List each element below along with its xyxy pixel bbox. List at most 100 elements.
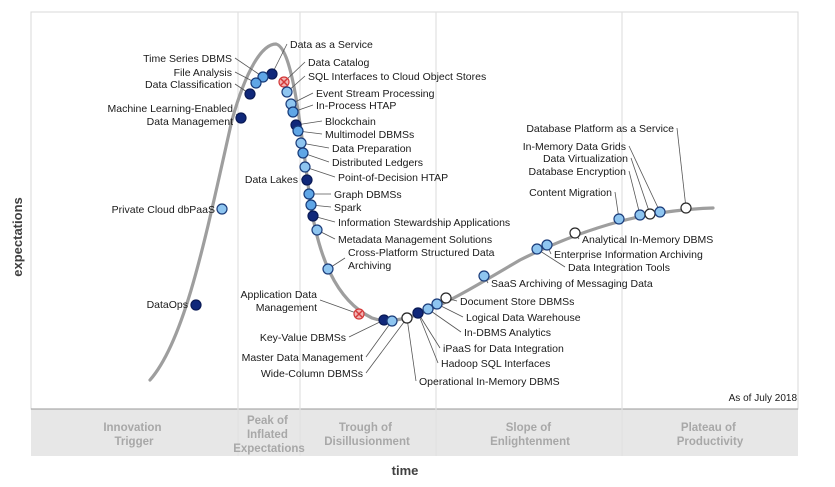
as-of-note: As of July 2018 [729,393,798,404]
leader-wide-column-dbmss [365,317,408,374]
marker-data-integration-tools[interactable] [531,243,543,255]
label-content-migration: Content Migration [529,187,612,199]
marker-information-stewardship-applications[interactable] [307,210,319,222]
marker-logical-data-warehouse[interactable] [431,298,443,310]
marker-graph-dbmss[interactable] [303,188,315,200]
marker-data-preparation[interactable] [295,137,307,149]
label-data-as-a-service: Data as a Service [290,39,373,51]
x-axis-title: time [392,463,419,478]
label-database-platform-as-a-service: Database Platform as a Service [526,123,674,135]
leader-operational-in-memory-dbms [406,317,417,382]
marker-data-lakes[interactable] [301,174,313,186]
marker-file-analysis[interactable] [250,77,262,89]
label-document-store-dbmss: Document Store DBMSs [460,296,574,308]
label-application-data-management: Application Data Management [241,289,318,314]
label-in-memory-data-grids: In-Memory Data Grids [523,141,626,153]
label-event-stream-processing: Event Stream Processing [316,88,435,100]
leader-key-value-dbmss [348,319,385,338]
marker-enterprise-information-archiving[interactable] [541,239,553,251]
label-data-virtualization: Data Virtualization [543,153,628,165]
label-key-value-dbmss: Key-Value DBMSs [260,332,346,344]
marker-database-encryption[interactable] [634,209,646,221]
marker-dataops[interactable] [190,299,202,311]
marker-hadoop-sql-interfaces[interactable] [412,307,424,319]
marker-in-memory-data-grids[interactable] [654,206,666,218]
label-logical-data-warehouse: Logical Data Warehouse [466,312,581,324]
marker-in-process-htap[interactable] [287,106,299,118]
label-file-analysis: File Analysis [174,67,232,79]
marker-database-platform-as-a-service[interactable] [680,202,692,214]
label-blockchain: Blockchain [325,116,376,128]
label-ipaas-for-data-integration: iPaaS for Data Integration [443,343,564,355]
marker-analytical-in-memory-dbms[interactable] [569,227,581,239]
label-information-stewardship-applications: Information Stewardship Applications [338,217,510,229]
leader-time-series-dbms [234,57,264,78]
marker-data-classification[interactable] [244,88,256,100]
leader-application-data-management [319,299,360,315]
marker-spark[interactable] [305,199,317,211]
marker-machine-learning-enabled-data-management[interactable] [235,112,247,124]
leader-database-platform-as-a-service [676,127,687,209]
leader-hadoop-sql-interfaces [417,312,439,364]
label-data-classification: Data Classification [145,79,232,91]
label-in-dbms-analytics: In-DBMS Analytics [464,327,551,339]
marker-layer [190,68,692,327]
phase-label-slope: Slope of Enlightenment [490,422,570,448]
phase-label-plateau: Plateau of Productivity [677,422,744,448]
label-sql-interfaces-to-cloud-object-stores: SQL Interfaces to Cloud Object Stores [308,71,486,83]
label-private-cloud-dbpaas: Private Cloud dbPaaS [112,204,215,216]
leader-in-dbms-analytics [427,308,462,333]
marker-sql-interfaces-to-cloud-object-stores[interactable] [281,86,293,98]
label-cross-platform-structured-data-archiving: Cross-Platform Structured Data Archiving [348,247,495,272]
marker-saas-archiving-of-messaging-data[interactable] [478,270,490,282]
phase-label-peak: Peak of Inflated Expectations [233,415,305,455]
leader-database-encryption [628,170,641,216]
label-data-catalog: Data Catalog [308,57,369,69]
marker-data-virtualization[interactable] [644,208,656,220]
marker-distributed-ledgers[interactable] [297,147,309,159]
marker-operational-in-memory-dbms[interactable] [401,312,413,324]
marker-in-dbms-analytics[interactable] [422,303,434,315]
label-machine-learning-enabled-data-management: Machine Learning-Enabled Data Management [107,103,233,128]
label-master-data-management: Master Data Management [242,352,363,364]
label-point-of-decision-htap: Point-of-Decision HTAP [338,172,448,184]
label-operational-in-memory-dbms: Operational In-Memory DBMS [419,376,560,388]
obsolete-x-application-data-management [355,310,363,318]
label-graph-dbmss: Graph DBMSs [334,189,402,201]
label-wide-column-dbmss: Wide-Column DBMSs [261,368,363,380]
label-data-preparation: Data Preparation [332,143,412,155]
phase-band [31,409,798,456]
label-analytical-in-memory-dbms: Analytical In-Memory DBMS [582,234,713,246]
marker-cross-platform-structured-data-archiving[interactable] [322,263,334,275]
marker-point-of-decision-htap[interactable] [299,161,311,173]
label-distributed-ledgers: Distributed Ledgers [332,157,423,169]
leader-master-data-management [365,320,393,358]
marker-private-cloud-dbpaas[interactable] [216,203,228,215]
marker-time-series-dbms[interactable] [257,71,269,83]
label-in-process-htap: In-Process HTAP [316,100,396,112]
label-dataops: DataOps [147,299,188,311]
marker-multimodel-dbmss[interactable] [292,125,304,137]
label-enterprise-information-archiving: Enterprise Information Archiving [554,249,703,261]
label-layer: Data as a Service Time Series DBMS File An… [107,39,713,388]
leader-ipaas-for-data-integration [417,312,441,349]
obsolete-x-data-catalog [280,78,288,86]
label-spark: Spark [334,202,362,214]
phase-label-trough: Trough of Disillusionment [324,422,410,448]
marker-document-store-dbmss[interactable] [440,292,452,304]
leader-in-memory-data-grids [628,145,661,213]
label-data-lakes: Data Lakes [245,174,298,186]
phase-label-innovation: Innovation Trigger [103,422,164,448]
label-metadata-management-solutions: Metadata Management Solutions [338,234,492,246]
y-axis-title: expectations [10,197,25,276]
label-hadoop-sql-interfaces: Hadoop SQL Interfaces [441,358,550,370]
marker-master-data-management[interactable] [386,315,398,327]
marker-content-migration[interactable] [613,213,625,225]
marker-metadata-management-solutions[interactable] [311,224,323,236]
label-multimodel-dbmss: Multimodel DBMSs [325,129,414,141]
label-database-encryption: Database Encryption [529,166,627,178]
label-data-integration-tools: Data Integration Tools [568,262,670,274]
leader-data-virtualization [630,157,651,215]
